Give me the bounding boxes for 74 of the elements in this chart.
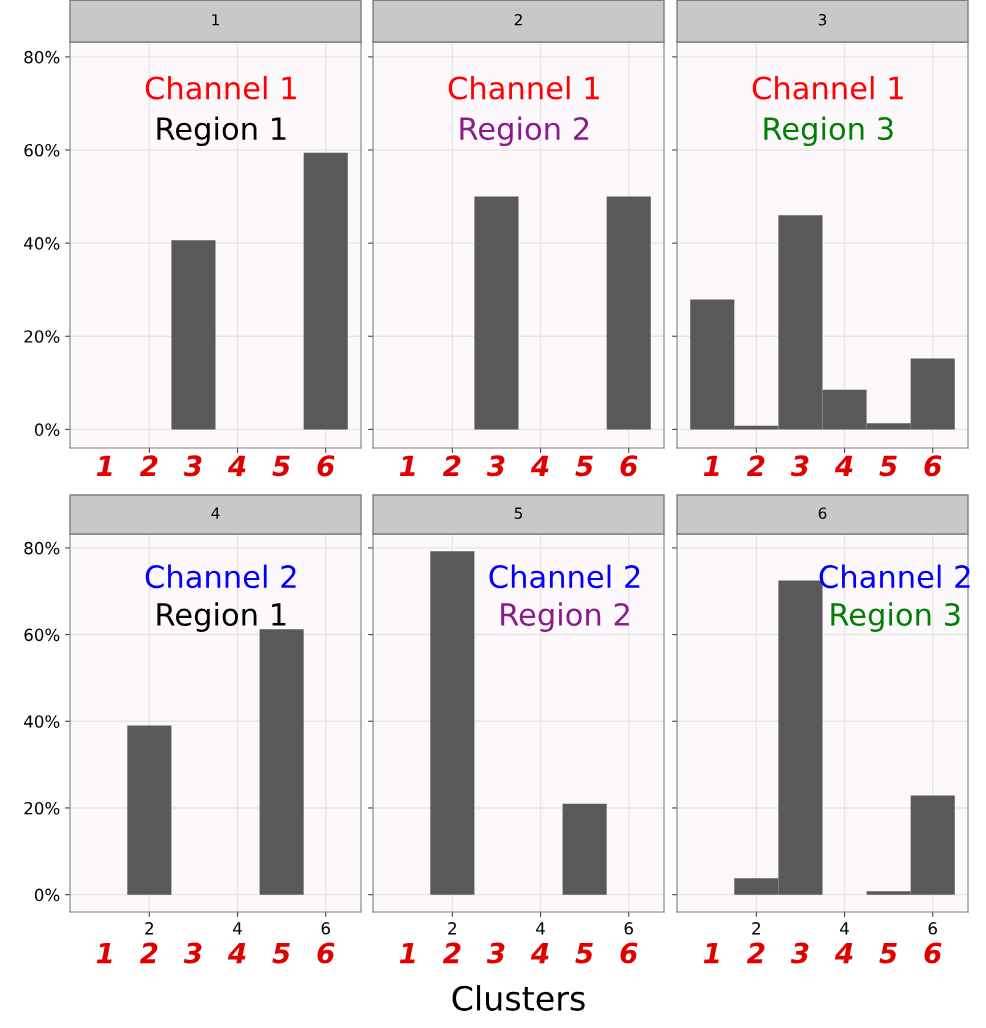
- annotation: Region 1: [157, 116, 286, 147]
- text: 2: [442, 455, 461, 476]
- text: 2: [514, 13, 522, 26]
- y-tick-label: 80%: [24, 50, 60, 64]
- text: 1: [703, 942, 719, 964]
- text: 2: [139, 455, 158, 476]
- annotation: Region 1: [157, 602, 286, 632]
- text: 6: [620, 942, 638, 964]
- text: 6: [620, 455, 638, 477]
- y-tick-label: 40%: [24, 715, 60, 728]
- text: 4: [834, 455, 853, 476]
- y-tick-label: 60%: [24, 628, 60, 642]
- y-tick-label: 0%: [34, 888, 60, 902]
- chart-title: 6: [818, 507, 827, 519]
- text: 2: [746, 942, 765, 964]
- text: 2: [442, 942, 461, 964]
- y-tick-label: 0%: [34, 423, 60, 436]
- annotation: Region 2: [501, 602, 629, 632]
- text: 5: [575, 455, 593, 477]
- annotation: Channel 1: [145, 75, 296, 100]
- y-tick-label: 20%: [24, 330, 60, 343]
- y-tick-label: 60%: [24, 143, 60, 157]
- annotation: Channel 2: [489, 564, 640, 589]
- text: 3: [183, 942, 202, 964]
- text: 1: [96, 942, 112, 964]
- text: 3: [486, 455, 505, 477]
- text: 1: [703, 455, 719, 476]
- text: 3: [486, 942, 505, 964]
- text: 5: [879, 942, 897, 964]
- text: 2: [139, 942, 158, 964]
- text: 5: [575, 942, 593, 964]
- x-tick-label: 4: [840, 922, 849, 935]
- text: 6: [317, 455, 335, 477]
- y-tick-label: 20%: [24, 801, 60, 815]
- x-tick-label: 2: [448, 922, 456, 935]
- text: 1: [212, 14, 219, 26]
- annotation: Channel 1: [448, 75, 599, 100]
- x-tick-label: 2: [145, 922, 153, 935]
- x-tick-label: 6: [928, 922, 937, 935]
- x-tick-label: 4: [536, 922, 545, 935]
- text: 4: [227, 942, 246, 964]
- text: 6: [924, 455, 942, 477]
- annotation: Channel 2: [145, 564, 296, 589]
- x-tick-label: 6: [624, 922, 633, 935]
- text: 6: [317, 942, 335, 964]
- text: 6: [924, 942, 942, 964]
- text: 4: [530, 455, 549, 476]
- x-tick-label: 6: [321, 922, 330, 935]
- text: 5: [879, 455, 897, 477]
- text: 3: [790, 455, 809, 477]
- x-tick-label: 2: [752, 922, 760, 935]
- text: 5: [272, 455, 290, 477]
- text: 3: [183, 455, 202, 477]
- y-tick-label: 40%: [24, 237, 60, 250]
- text: 4: [834, 942, 853, 964]
- chart-title: 5: [514, 507, 523, 519]
- x-tick-label: 4: [233, 922, 242, 935]
- text: 4: [530, 942, 549, 964]
- text: 5: [272, 942, 290, 964]
- x-axis-title: Clusters: [452, 985, 585, 1011]
- annotation: Region 2: [460, 116, 589, 147]
- text: 1: [399, 455, 415, 476]
- text: 3: [818, 13, 827, 26]
- text: 3: [790, 942, 809, 964]
- annotation: Channel 2: [819, 564, 970, 589]
- annotation: Region 3: [764, 116, 893, 147]
- annotation: Region 3: [831, 602, 960, 632]
- text: 4: [227, 455, 246, 476]
- annotation: Channel 1: [752, 75, 903, 100]
- text: 2: [746, 455, 765, 476]
- chart-title: 4: [211, 507, 220, 519]
- text: 1: [96, 455, 112, 476]
- text: 1: [399, 942, 415, 964]
- y-tick-label: 80%: [24, 541, 60, 555]
